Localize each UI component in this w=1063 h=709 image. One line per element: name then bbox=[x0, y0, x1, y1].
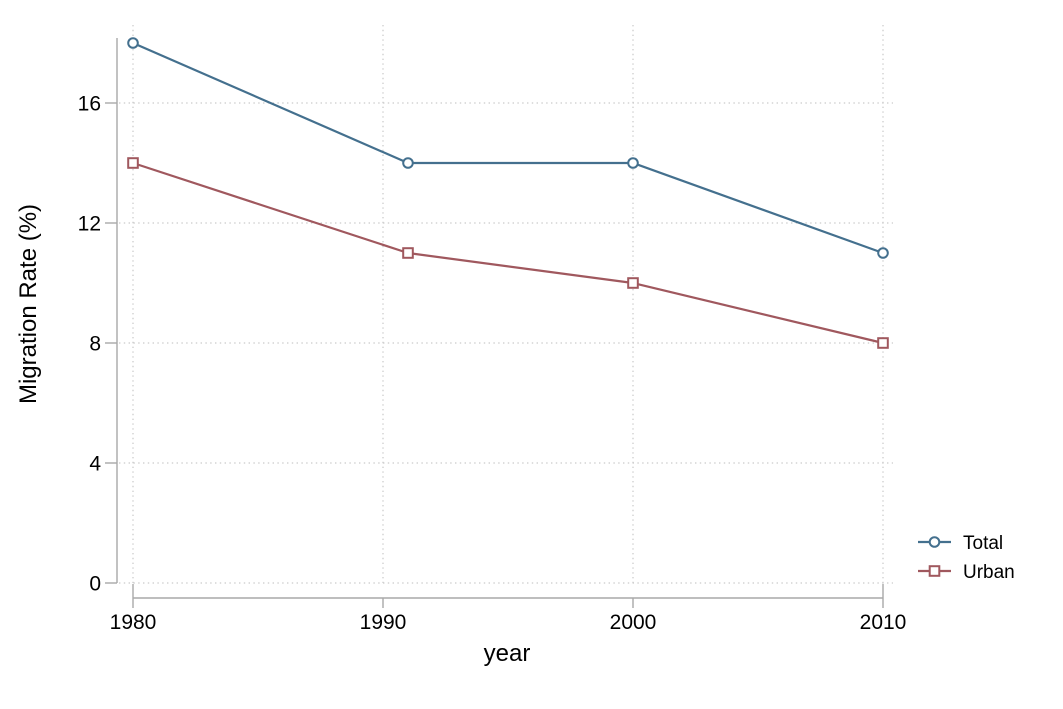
series-line-total bbox=[131, 41, 885, 255]
gridlines bbox=[119, 25, 893, 584]
x-tick-label: 1980 bbox=[110, 611, 157, 634]
series-urban bbox=[127, 157, 889, 349]
legend-item-total: Total bbox=[918, 533, 1003, 554]
y-tick-label: 0 bbox=[89, 573, 101, 596]
y-tick-label: 4 bbox=[89, 453, 101, 476]
legend-square-marker-icon bbox=[928, 565, 941, 577]
x-axis-title: year bbox=[484, 640, 531, 667]
x-tick-label: 2010 bbox=[860, 611, 907, 634]
data-point-square-marker-icon bbox=[627, 277, 639, 289]
y-axis-title: Migration Rate (%) bbox=[15, 204, 42, 404]
data-point-square-marker-icon bbox=[127, 157, 139, 169]
legend-label-urban: Urban bbox=[963, 562, 1015, 583]
x-tick-label: 2000 bbox=[610, 611, 657, 634]
legend-label-total: Total bbox=[963, 533, 1003, 554]
data-point-circle-marker-icon bbox=[127, 37, 139, 49]
data-point-square-marker-icon bbox=[877, 337, 889, 349]
axes: 0 4 8 12 16 1980 1990 2000 2010 bbox=[78, 38, 907, 634]
data-point-circle-marker-icon bbox=[877, 247, 889, 259]
legend-circle-marker-icon bbox=[928, 536, 941, 548]
y-tick-label: 8 bbox=[89, 333, 101, 356]
legend: Total Urban bbox=[918, 533, 1015, 583]
data-point-circle-marker-icon bbox=[627, 157, 639, 169]
y-tick-label: 16 bbox=[78, 93, 101, 116]
y-tick-label: 12 bbox=[78, 213, 101, 236]
data-point-circle-marker-icon bbox=[402, 157, 414, 169]
data-point-square-marker-icon bbox=[402, 247, 414, 259]
series-total bbox=[127, 37, 889, 259]
legend-item-urban: Urban bbox=[918, 562, 1015, 583]
series-line-urban bbox=[131, 161, 885, 345]
data-series bbox=[127, 37, 889, 349]
x-tick-label: 1990 bbox=[360, 611, 407, 634]
